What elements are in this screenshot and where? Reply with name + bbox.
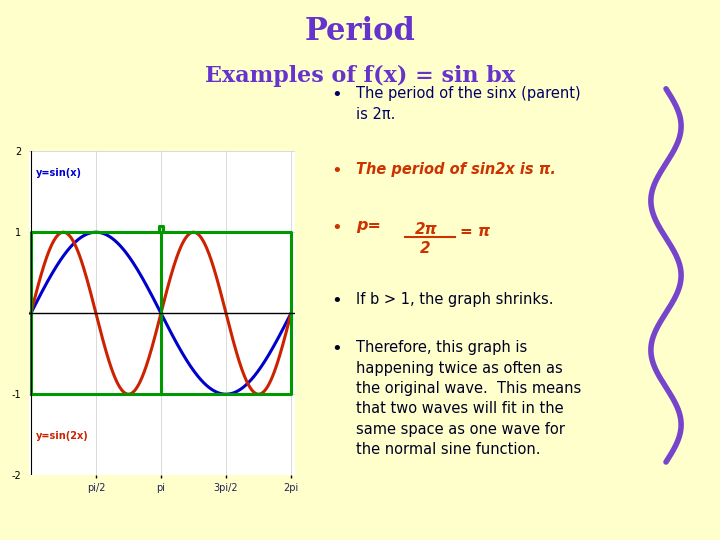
Text: If b > 1, the graph shrinks.: If b > 1, the graph shrinks. bbox=[356, 292, 554, 307]
Text: The period of the sinx (parent)
is 2π.: The period of the sinx (parent) is 2π. bbox=[356, 86, 581, 123]
Text: 2π: 2π bbox=[415, 222, 438, 237]
Text: Therefore, this graph is
happening twice as often as
the original wave.  This me: Therefore, this graph is happening twice… bbox=[356, 340, 582, 457]
Text: y=sin(x): y=sin(x) bbox=[36, 167, 82, 178]
Text: Period: Period bbox=[305, 16, 415, 47]
Text: = π: = π bbox=[460, 224, 490, 239]
Text: Examples of f(x) = sin bx: Examples of f(x) = sin bx bbox=[205, 65, 515, 87]
Text: p=: p= bbox=[356, 218, 382, 233]
Text: •: • bbox=[331, 340, 342, 358]
Text: •: • bbox=[331, 86, 342, 104]
Text: The period of sin2x is π.: The period of sin2x is π. bbox=[356, 162, 557, 177]
Text: y=sin(2x): y=sin(2x) bbox=[36, 431, 89, 441]
Text: •: • bbox=[331, 292, 342, 309]
Text: •: • bbox=[331, 219, 342, 237]
Text: 2: 2 bbox=[420, 241, 431, 256]
Text: •: • bbox=[331, 162, 342, 180]
